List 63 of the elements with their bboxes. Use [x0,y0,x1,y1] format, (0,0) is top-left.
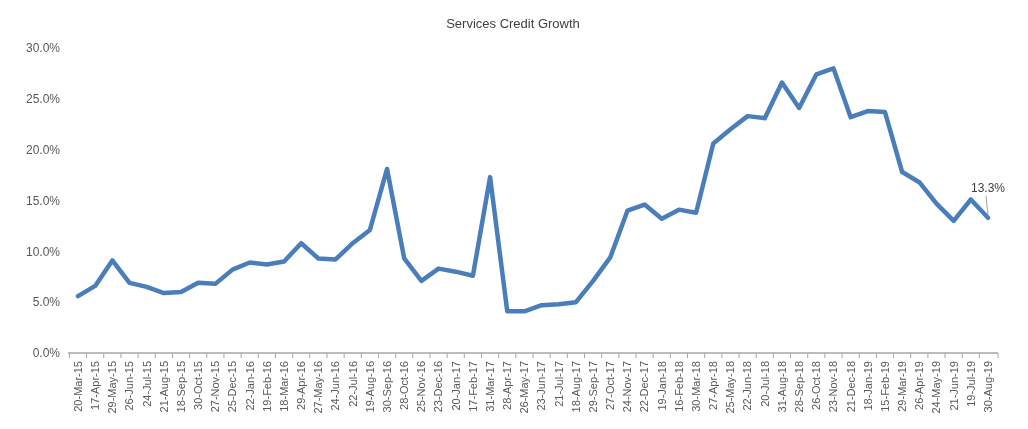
x-tick-label: 19-Jul-19 [964,361,977,407]
x-tick-label: 29-Mar-19 [896,361,908,412]
x-tick-label: 18-Sep-15 [174,361,187,413]
y-tick-label: 15.0% [25,193,61,208]
y-tick-label: 30.0% [25,41,61,56]
x-tick-label: 28-Oct-16 [398,361,411,410]
x-tick-label: 19-Feb-16 [260,361,273,412]
x-tick-label: 26-May-17 [518,361,531,414]
x-tick-label: 21-Dec-18 [844,361,857,413]
x-tick-label: 29-Apr-16 [295,361,308,410]
x-tick-label: 20-Mar-15 [71,361,84,412]
x-tick-label: 25-Dec-15 [226,361,239,413]
y-tick-label: 10.0% [25,244,61,259]
x-tick-label: 20-Jan-17 [449,361,462,411]
x-tick-label: 18-Jan-19 [861,361,874,411]
x-tick-label: 27-Oct-17 [604,361,617,410]
x-tick-label: 27-May-16 [312,361,325,414]
y-tick-label: 20.0% [25,142,61,157]
x-tick-label: 16-Feb-18 [672,361,685,412]
x-tick-label: 30-Sep-16 [380,361,393,413]
x-tick-label: 21-Jul-17 [552,361,565,407]
x-tick-label: 27-Nov-15 [209,361,222,413]
x-tick-label: 17-Feb-17 [466,361,479,412]
y-tick-label: 25.0% [25,92,61,107]
x-tick-label: 21-Aug-15 [157,361,170,413]
x-tick-label: 20-Jul-18 [758,361,771,407]
x-tick-label: 23-Nov-18 [827,361,840,413]
x-tick-label: 18-Mar-16 [277,361,290,412]
x-tick-label: 30-Aug-19 [981,361,994,413]
x-tick-label: 31-Mar-17 [483,361,496,412]
x-tick-label: 24-May-19 [930,361,943,414]
x-tick-label: 21-Jun-19 [947,361,960,411]
x-tick-label: 24-Nov-17 [621,361,634,413]
x-tick-label: 31-Aug-18 [775,361,788,413]
x-tick-label: 30-Oct-15 [192,361,205,410]
x-tick-label: 29-May-15 [106,361,119,414]
x-tick-label: 19-Aug-16 [363,361,376,413]
chart-title: Services Credit Growth [446,16,580,31]
annotation: 13.3% [970,180,1006,195]
x-tick-label: 22-Jul-16 [346,361,359,407]
x-tick-label: 28-Sep-18 [792,361,805,413]
x-tick-label: 23-Dec-16 [432,361,445,413]
x-tick-label: 30-Mar-18 [689,361,702,412]
x-tick-label: 15-Feb-19 [878,361,891,412]
x-tick-label: 25-Nov-16 [415,361,428,413]
x-tick-label: 17-Apr-15 [89,361,102,410]
x-tick-label: 26-Apr-19 [913,361,926,410]
x-tick-label: 28-Apr-17 [501,361,514,410]
x-tick-label: 22-Jan-16 [243,361,256,411]
x-tick-label: 19-Jan-18 [655,361,668,411]
x-tick-label: 25-May-18 [724,361,737,414]
x-tick-label: 29-Sep-17 [586,361,599,413]
x-tick-label: 22-Dec-17 [638,361,651,413]
x-tick-label: 27-Apr-18 [707,361,720,410]
x-tick-label: 22-Jun-18 [741,361,754,411]
x-tick-label: 24-Jun-16 [329,361,342,411]
x-tick-label: 23-Jun-17 [535,361,548,411]
x-tick-label: 26-Jun-15 [123,361,136,411]
x-tick-label: 26-Oct-18 [810,361,823,410]
x-tick-label: 18-Aug-17 [569,361,582,413]
y-tick-label: 0.0% [32,346,61,361]
y-tick-label: 5.0% [32,295,61,310]
x-tick-label: 24-Jul-15 [140,361,153,407]
